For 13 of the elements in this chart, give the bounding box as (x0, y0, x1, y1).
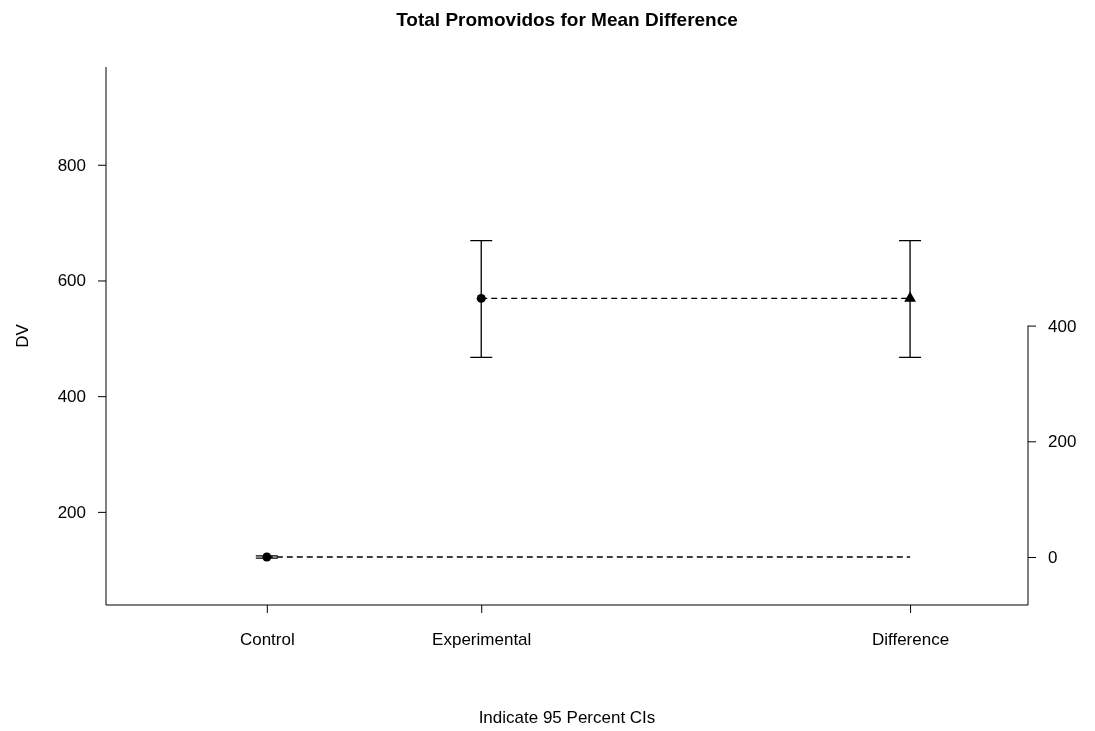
y-tick-label: 600 (57, 271, 86, 291)
y-axis-title: DV (13, 323, 32, 348)
y2-tick-label: 200 (1048, 432, 1077, 452)
x-tick-label: Experimental (432, 630, 532, 650)
x-tick-label: Control (239, 630, 295, 650)
chart-title: Total Promovidos for Mean Difference (396, 9, 738, 30)
y-tick-label: 800 (57, 155, 86, 175)
y2-tick-label: 400 (1048, 316, 1077, 336)
y2-tick-label: 0 (1048, 547, 1058, 567)
y-tick-label: 400 (57, 387, 86, 407)
y-tick-label: 200 (57, 502, 86, 522)
x-axis-title: Indicate 95 Percent CIs (478, 708, 656, 727)
x-tick-label: Difference (871, 630, 950, 650)
